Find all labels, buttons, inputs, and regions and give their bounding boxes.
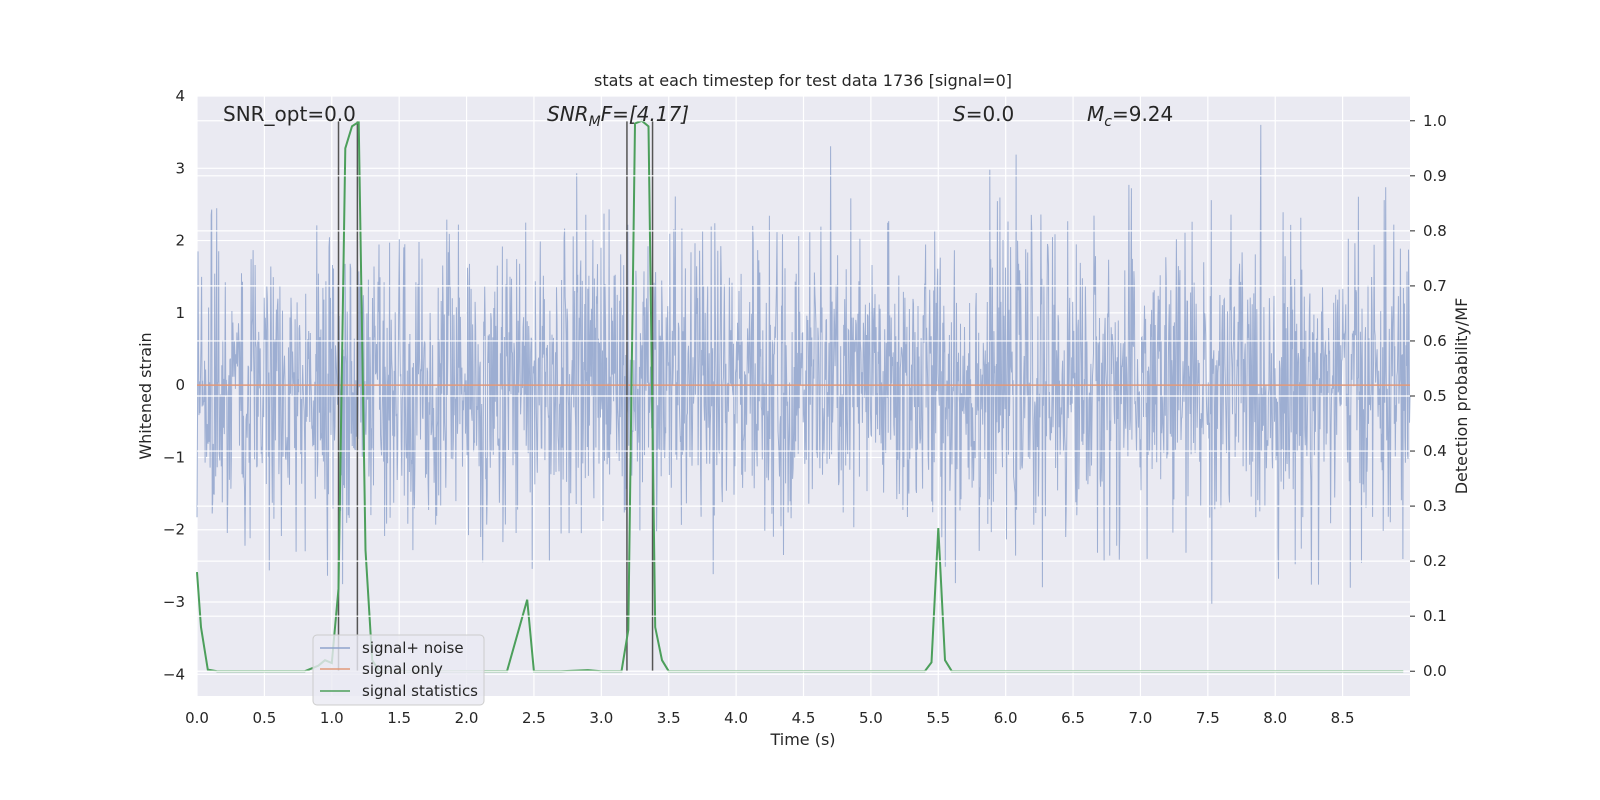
x-tick-label: 3.0: [589, 709, 613, 727]
annotation-s: S=0.0: [953, 102, 1014, 126]
legend-label-signal-statistics: signal statistics: [362, 682, 478, 700]
y-tick-label-right: 0.4: [1423, 442, 1447, 460]
legend: signal+ noise signal only signal statist…: [312, 634, 485, 706]
y-tick-label-left: 1: [175, 304, 185, 322]
annotation-snr-mf-sub: M: [589, 114, 601, 130]
y-tick-label-right: 0.5: [1423, 387, 1447, 405]
y-tick-label-right: 1.0: [1423, 112, 1447, 130]
x-tick-label: 8.0: [1263, 709, 1287, 727]
annotation-snr-mf-rest: F=[4.17]: [601, 102, 689, 126]
x-tick-label: 1.0: [320, 709, 344, 727]
chart-title: stats at each timestep for test data 173…: [594, 71, 1012, 90]
y-tick-labels-left: −4 −3 −2 −1 0 1 2 3 4: [163, 87, 185, 683]
annotation-snr-mf-main: SNR: [547, 102, 589, 126]
annotation-snr-mf: SNRMF=[4.17]: [547, 102, 689, 130]
y-tick-label-right: 0.7: [1423, 277, 1447, 295]
x-tick-label: 7.0: [1129, 709, 1153, 727]
annotation-mc: Mc=9.24: [1087, 102, 1173, 130]
right-axis-gridlines: [197, 120, 1410, 672]
y-tick-label-left: −3: [163, 593, 185, 611]
annotation-mc-sub: c: [1104, 114, 1112, 130]
x-tick-label: 0.5: [252, 709, 276, 727]
y-tick-label-right: 0.8: [1423, 222, 1447, 240]
y-tick-label-right: 0.3: [1423, 497, 1447, 515]
y-tick-label-right: 0.9: [1423, 167, 1447, 185]
annotation-s-rest: =0.0: [966, 102, 1015, 126]
series-signal-noise: [196, 124, 1411, 604]
y-tick-label-left: −1: [163, 448, 185, 466]
x-tick-label: 5.0: [859, 709, 883, 727]
x-tick-labels: 0.0 0.5 1.0 1.5 2.0 2.5 3.0 3.5 4.0 4.5 5.0 5.5 6.0 6…: [185, 709, 1354, 727]
x-tick-label: 8.5: [1331, 709, 1355, 727]
x-axis-label: Time (s): [769, 730, 835, 749]
x-tick-label: 1.5: [387, 709, 411, 727]
legend-box: [312, 634, 485, 706]
legend-label-signal-noise: signal+ noise: [362, 639, 464, 657]
x-tick-label: 6.0: [994, 709, 1018, 727]
noise-line: [196, 124, 1411, 604]
x-tick-label: 2.0: [455, 709, 479, 727]
annotation-s-italic: S: [953, 102, 966, 126]
y-tick-label-right: 0.0: [1423, 662, 1447, 680]
x-tick-label: 4.0: [724, 709, 748, 727]
y-gridlines: [197, 95, 1410, 675]
x-tick-label: 7.5: [1196, 709, 1220, 727]
y-tick-label-right: 0.6: [1423, 332, 1447, 350]
y-axis-label-right: Detection probability/MF: [1452, 298, 1471, 495]
y-tick-labels-right: 0.0 0.1 0.2 0.3 0.4 0.5 0.6 0.7 0.8 0.9 1.0: [1410, 112, 1447, 680]
y-tick-label-left: 2: [175, 232, 185, 250]
y-tick-label-left: −4: [163, 665, 185, 683]
x-tick-label: 2.5: [522, 709, 546, 727]
legend-label-signal-only: signal only: [362, 660, 443, 678]
y-tick-label-left: 3: [175, 159, 185, 177]
x-tick-label: 3.5: [657, 709, 681, 727]
y-tick-label-right: 0.1: [1423, 607, 1447, 625]
x-tick-label: 6.5: [1061, 709, 1085, 727]
x-tick-label: 4.5: [792, 709, 816, 727]
x-tick-label: 0.0: [185, 709, 209, 727]
y-tick-label-left: 4: [175, 87, 185, 105]
y-tick-label-left: 0: [175, 376, 185, 394]
annotation-mc-main: M: [1087, 102, 1104, 126]
annotation-mc-rest: =9.24: [1112, 102, 1173, 126]
y-tick-label-right: 0.2: [1423, 552, 1447, 570]
y-axis-label-left: Whitened strain: [136, 332, 155, 459]
x-tick-label: 5.5: [926, 709, 950, 727]
annotation-snr-opt: SNR_opt=0.0: [223, 102, 356, 126]
y-tick-label-left: −2: [163, 521, 185, 539]
